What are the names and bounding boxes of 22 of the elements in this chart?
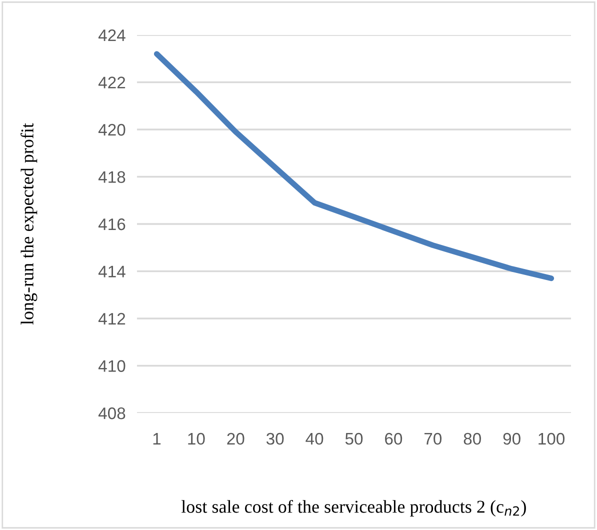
- y-tick-label: 414: [98, 266, 126, 278]
- y-tick-label: 420: [98, 124, 126, 136]
- y-tick-label: 408: [98, 407, 126, 420]
- x-tick-label: 100: [538, 432, 565, 445]
- x-tick-label: 70: [424, 432, 442, 445]
- x-axis-title: lost sale cost of the serviceable products 2 (c$_{n2}$): [181, 500, 526, 516]
- y-axis-title: long-run the expected profit: [20, 123, 38, 325]
- x-tick-label: 60: [385, 432, 402, 445]
- x-tick-label: 20: [227, 432, 244, 445]
- y-tick-label: 422: [98, 76, 126, 88]
- y-tick-label: 418: [98, 171, 126, 183]
- x-tick-label: 40: [306, 432, 324, 445]
- x-tick-label: 80: [464, 432, 481, 445]
- x-tick-label: 10: [188, 432, 205, 445]
- x-tick-label: 30: [266, 432, 284, 445]
- y-tick-label: 416: [98, 218, 126, 230]
- x-tick-label: 90: [503, 432, 520, 445]
- x-tick-label: 50: [345, 432, 363, 445]
- y-tick-label: 410: [98, 360, 126, 372]
- y-tick-label: 424: [98, 29, 126, 42]
- x-tick-label: 1: [153, 433, 161, 445]
- y-tick-label: 412: [98, 312, 126, 325]
